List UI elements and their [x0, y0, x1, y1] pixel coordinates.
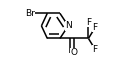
Text: Br: Br — [25, 9, 35, 18]
Text: F: F — [86, 18, 91, 27]
Text: F: F — [93, 45, 98, 54]
Text: O: O — [71, 48, 78, 57]
Text: F: F — [93, 23, 98, 32]
Text: N: N — [65, 21, 72, 30]
